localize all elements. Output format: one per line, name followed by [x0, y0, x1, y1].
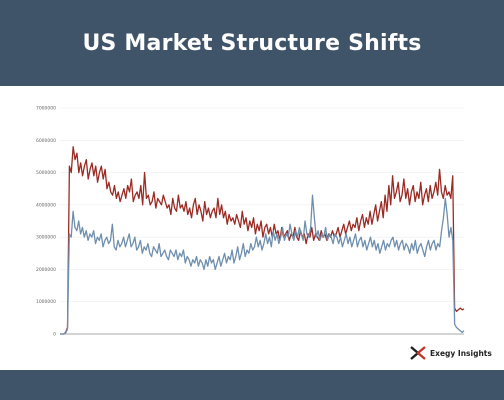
y-tick-label: 1000000 [36, 299, 56, 305]
y-tick-label: 6000000 [36, 138, 56, 144]
exegy-logo-icon [410, 346, 426, 360]
line-chart: 0 1000000 2000000 3000000 4000000 5000000 6000… [0, 96, 504, 346]
y-tick-label: 4000000 [36, 202, 56, 208]
series-line-1 [60, 146, 465, 335]
brand-name: Exegy Insights [430, 348, 492, 358]
brand-logo: Exegy Insights [410, 344, 492, 362]
y-tick-label: 5000000 [36, 170, 56, 176]
y-tick-label: 3000000 [36, 235, 56, 241]
y-tick-label: 2000000 [36, 267, 56, 273]
y-tick-label: 7000000 [36, 106, 56, 112]
page-title: US Market Structure Shifts [82, 30, 422, 56]
header-bar: US Market Structure Shifts [0, 0, 504, 86]
chart-canvas: 0 1000000 2000000 3000000 4000000 5000000 6000… [36, 106, 465, 338]
series-line-2 [60, 194, 465, 335]
footer-bar [0, 370, 504, 400]
y-tick-label: 0 [53, 332, 56, 338]
